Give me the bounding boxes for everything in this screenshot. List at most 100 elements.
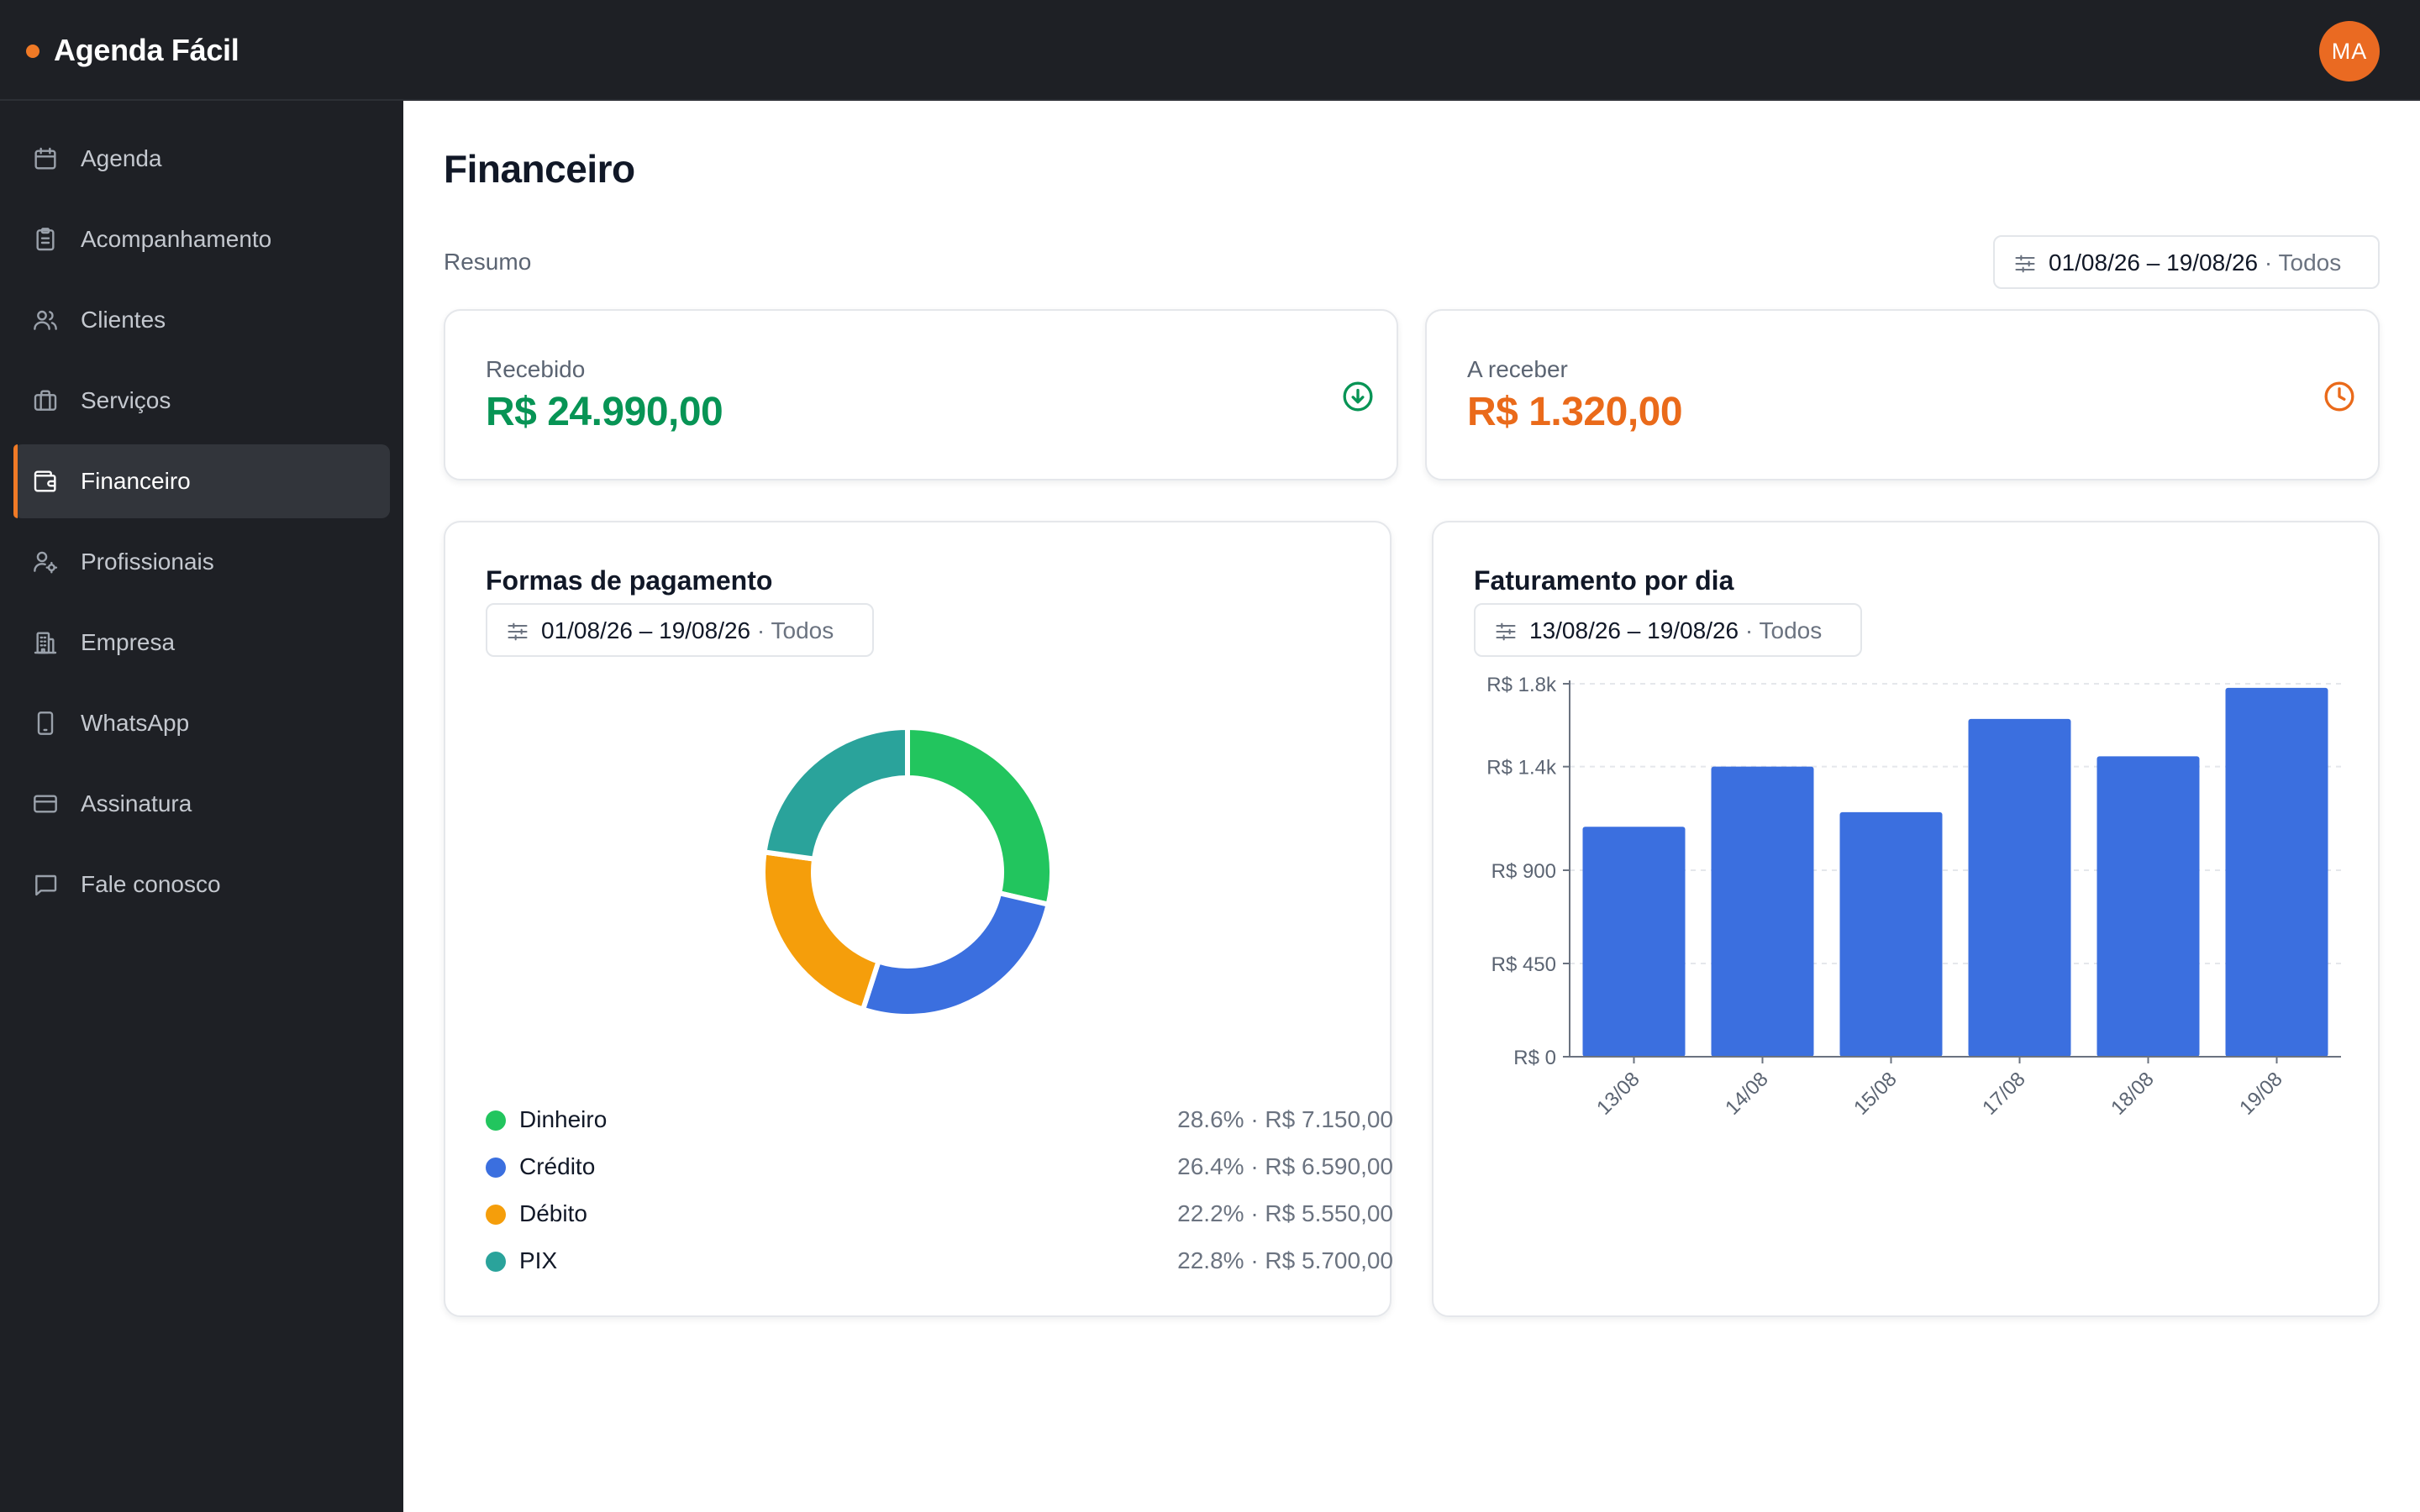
- x-tick-label: 19/08: [2235, 1068, 2287, 1120]
- legend-value: 22.8% · R$ 5.700,00: [1177, 1247, 1393, 1273]
- sidebar-item-agenda[interactable]: Agenda: [13, 122, 390, 196]
- y-tick-label: R$ 1.8k: [1486, 674, 1557, 696]
- sidebar-item-financeiro[interactable]: Financeiro: [13, 444, 390, 518]
- sidebar-item-label: Fale conosco: [81, 871, 221, 897]
- donut-slice-pix[interactable]: [761, 725, 910, 862]
- x-tick-label: 15/08: [1849, 1068, 1902, 1120]
- sliders-icon: [2013, 252, 2037, 276]
- filter-date-range: 01/08/26 – 19/08/26: [541, 617, 751, 643]
- legend-value: 26.4% · R$ 6.590,00: [1177, 1153, 1393, 1179]
- filter-date-range: 13/08/26 – 19/08/26: [1529, 617, 1739, 643]
- building-icon: [32, 629, 59, 656]
- sliders-icon: [1494, 620, 1518, 643]
- brand-dot-icon: [26, 45, 39, 58]
- sidebar-item-label: Acompanhamento: [81, 226, 272, 252]
- y-tick-label: R$ 450: [1491, 953, 1556, 976]
- received-card: Recebido R$ 24.990,00: [444, 309, 1398, 480]
- sidebar-item-servicos[interactable]: Serviços: [13, 364, 390, 438]
- x-tick-label: 13/08: [1592, 1068, 1644, 1120]
- top-bar: Agenda Fácil MA: [0, 0, 2420, 101]
- sidebar: Agenda Acompanhamento Clientes Serviços …: [0, 101, 403, 1512]
- sidebar-item-clientes[interactable]: Clientes: [13, 283, 390, 357]
- sliders-icon: [506, 620, 529, 643]
- legend-item-credito: Crédito 26.4% · R$ 6.590,00: [486, 1148, 1393, 1182]
- x-tick-label: 17/08: [1978, 1068, 2030, 1120]
- sidebar-item-label: Agenda: [81, 145, 162, 171]
- sidebar-item-label: Assinatura: [81, 790, 192, 816]
- sidebar-item-whatsapp[interactable]: WhatsApp: [13, 686, 390, 760]
- legend-dot: [486, 1252, 506, 1272]
- calendar-icon: [32, 145, 59, 172]
- x-tick-label: 14/08: [1721, 1068, 1773, 1120]
- clipboard-icon: [32, 226, 59, 253]
- receivable-label: A receber: [1467, 356, 1568, 382]
- bar-15-08[interactable]: [1839, 811, 1943, 1057]
- received-label: Recebido: [486, 356, 586, 382]
- filter-scope: · Todos: [1744, 617, 1823, 643]
- wallet-icon: [32, 468, 59, 495]
- sidebar-item-label: WhatsApp: [81, 710, 190, 736]
- legend-dot: [486, 1110, 506, 1131]
- sidebar-item-label: Profissionais: [81, 549, 214, 575]
- receivable-value: R$ 1.320,00: [1467, 390, 1683, 434]
- sidebar-item-profissionais[interactable]: Profissionais: [13, 525, 390, 599]
- y-tick-label: R$ 900: [1491, 860, 1556, 883]
- sidebar-item-label: Empresa: [81, 629, 176, 655]
- legend-value: 22.2% · R$ 5.550,00: [1177, 1200, 1393, 1226]
- revenue-bar-chart: R$ 0 R$ 450 R$ 900 R$ 1.4k R$ 1.8k 13/08 14/08…: [1486, 674, 2341, 1120]
- legend-item-dinheiro: Dinheiro 28.6% · R$ 7.150,00: [486, 1101, 1393, 1135]
- filter-scope: · Todos: [756, 617, 834, 643]
- legend-name: Dinheiro: [519, 1106, 608, 1132]
- user-avatar[interactable]: MA: [2319, 21, 2380, 81]
- user-cog-icon: [32, 549, 59, 575]
- briefcase-icon: [32, 387, 59, 414]
- received-value: R$ 24.990,00: [486, 390, 723, 434]
- sidebar-item-acompanhamento[interactable]: Acompanhamento: [13, 202, 390, 276]
- revenue-date-filter[interactable]: 13/08/26 – 19/08/26 · Todos: [1474, 603, 1862, 657]
- bar-17-08[interactable]: [1968, 718, 2071, 1057]
- summary-date-filter[interactable]: 01/08/26 – 19/08/26 · Todos: [1993, 235, 2380, 289]
- y-tick-label: R$ 1.4k: [1486, 757, 1557, 780]
- smartphone-icon: [32, 710, 59, 737]
- summary-label: Resumo: [444, 249, 532, 275]
- bar-13-08[interactable]: [1582, 827, 1686, 1057]
- sidebar-item-label: Clientes: [81, 307, 166, 333]
- app-name[interactable]: Agenda Fácil: [54, 33, 239, 67]
- filter-scope: · Todos: [2264, 249, 2342, 276]
- legend-dot: [486, 1205, 506, 1225]
- bar-14-08[interactable]: [1711, 766, 1814, 1057]
- clock-icon: [2323, 380, 2356, 413]
- revenue-card: Faturamento por dia 13/08/26 – 19/08/26 …: [1432, 521, 2380, 1317]
- revenue-title: Faturamento por dia: [1474, 565, 1734, 596]
- receivable-card: A receber R$ 1.320,00: [1425, 309, 2380, 480]
- message-icon: [32, 871, 59, 898]
- filter-date-range: 01/08/26 – 19/08/26: [2049, 249, 2259, 276]
- sidebar-item-label: Financeiro: [81, 468, 191, 494]
- sidebar-item-label: Serviços: [81, 387, 171, 413]
- sidebar-item-empresa[interactable]: Empresa: [13, 606, 390, 680]
- legend-name: Débito: [519, 1200, 587, 1226]
- payment-methods-card: Formas de pagamento 01/08/26 – 19/08/26 …: [444, 521, 1393, 1317]
- donut-slice-débito[interactable]: [760, 849, 881, 1012]
- donut-slice-crédito[interactable]: [860, 890, 1051, 1019]
- credit-card-icon: [32, 790, 59, 817]
- legend-item-pix: PIX 22.8% · R$ 5.700,00: [486, 1242, 1393, 1276]
- legend-name: Crédito: [519, 1153, 596, 1179]
- sidebar-item-fale-conosco[interactable]: Fale conosco: [13, 848, 390, 921]
- x-tick-label: 18/08: [2107, 1068, 2159, 1120]
- users-icon: [32, 307, 59, 333]
- bar-19-08[interactable]: [2225, 687, 2328, 1057]
- legend-value: 28.6% · R$ 7.150,00: [1177, 1106, 1393, 1132]
- payment-methods-title: Formas de pagamento: [486, 565, 773, 596]
- legend-item-debito: Débito 22.2% · R$ 5.550,00: [486, 1195, 1393, 1229]
- bar-18-08[interactable]: [2096, 756, 2200, 1057]
- legend-name: PIX: [519, 1247, 558, 1273]
- payment-donut-chart: [760, 725, 1055, 1019]
- donut-slice-dinheiro[interactable]: [905, 725, 1055, 907]
- legend-dot: [486, 1158, 506, 1178]
- arrow-down-circle-icon: [1341, 380, 1375, 413]
- y-tick-label: R$ 0: [1513, 1047, 1556, 1069]
- payment-date-filter[interactable]: 01/08/26 – 19/08/26 · Todos: [486, 603, 874, 657]
- page-title: Financeiro: [444, 147, 635, 191]
- sidebar-item-assinatura[interactable]: Assinatura: [13, 767, 390, 841]
